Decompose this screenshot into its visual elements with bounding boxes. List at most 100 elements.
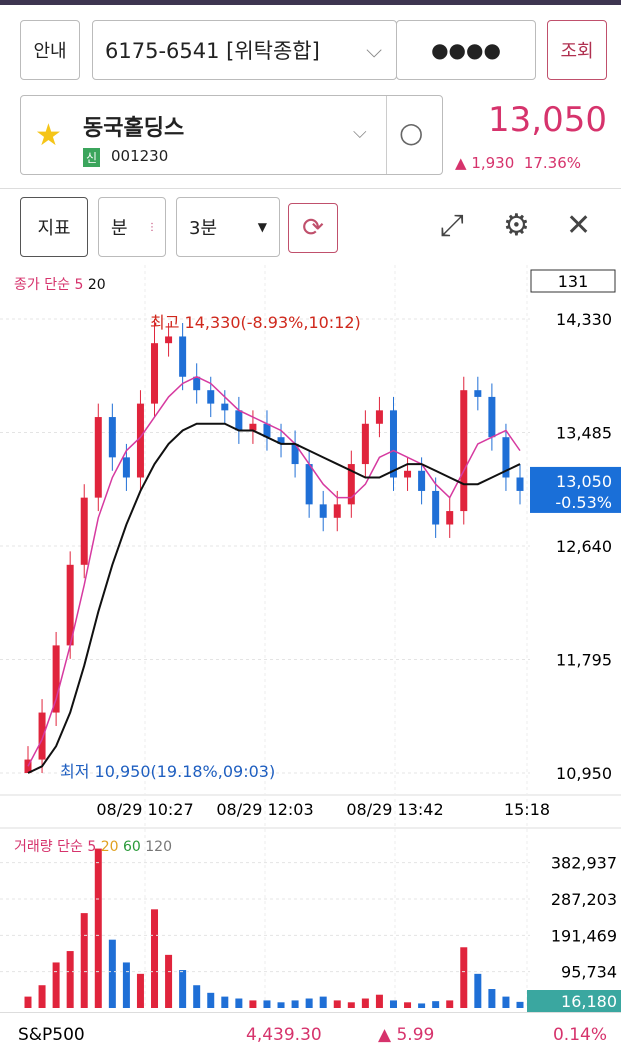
candle	[291, 443, 299, 465]
x-label: 15:18	[504, 800, 550, 819]
current-price: 13,050	[556, 472, 612, 491]
y-tick-label: 191,469	[551, 926, 617, 945]
candle	[277, 437, 285, 444]
legend-item: 거래량 단순	[14, 839, 83, 855]
volume-bar	[52, 962, 60, 1008]
settings-icon[interactable]: ⚙	[503, 208, 530, 243]
candle	[165, 336, 173, 344]
candle	[333, 504, 341, 518]
stock-select[interactable]: ★ 동국홀딩스 신 001230 ⌵ ○	[20, 95, 443, 175]
candle	[24, 759, 32, 773]
legend-item: 20	[88, 277, 106, 293]
ma-line	[27, 375, 521, 767]
candle	[361, 423, 369, 465]
volume-bar	[249, 1000, 257, 1008]
legend-item: 120	[145, 839, 172, 855]
volume-bar	[305, 998, 313, 1008]
volume-bar	[179, 970, 187, 1008]
volume-bar	[235, 998, 243, 1008]
legend-item: 60	[123, 839, 141, 855]
candle	[516, 477, 524, 491]
candle	[347, 464, 355, 505]
candle	[305, 464, 313, 505]
index-change-value: 5.99	[396, 1025, 435, 1045]
volume-bar	[38, 985, 46, 1008]
candle	[460, 390, 468, 512]
candle	[66, 564, 74, 646]
candle	[151, 343, 159, 404]
volume-bar	[263, 1000, 271, 1008]
volume-tag	[527, 990, 621, 1012]
y-tick-label: 12,640	[556, 537, 612, 556]
account: 6175-6541 [위탁종합]	[105, 39, 320, 63]
candle	[249, 423, 257, 431]
footer: S&P500 4,439.30 ▲ 5.99 0.14%	[0, 1012, 621, 1056]
candle	[446, 511, 454, 525]
candle	[319, 504, 327, 518]
volume-bar	[333, 1000, 341, 1008]
volume-bar	[404, 1002, 412, 1008]
period-type[interactable]: 분 ⋮	[98, 197, 166, 257]
high-label: 최고 14,330(-8.93%,10:12)	[150, 313, 361, 332]
candle	[474, 390, 482, 397]
y-tick-label: 11,795	[556, 651, 612, 670]
period-label: 3분	[189, 218, 218, 239]
low-label: 최저 10,950(19.18%,09:03)	[60, 762, 275, 781]
indicator-button[interactable]: 지표	[20, 197, 88, 257]
password[interactable]: ●●●●	[396, 20, 536, 80]
candle	[418, 470, 426, 491]
legend-item: 20	[101, 839, 119, 855]
dots: ⋮	[147, 221, 157, 233]
index-value: 4,439.30	[246, 1025, 322, 1045]
volume-bar	[108, 939, 116, 1008]
volume-bar	[375, 994, 383, 1008]
candle	[389, 410, 397, 478]
ma-line	[27, 422, 521, 774]
volume-bar	[347, 1002, 355, 1008]
legend-item: 5	[74, 277, 83, 293]
star[interactable]: ★	[35, 118, 62, 153]
expand-icon[interactable]: ⤢	[440, 208, 464, 243]
search-icon[interactable]: ○	[399, 116, 424, 149]
volume-bar	[80, 913, 88, 1008]
volume-bar	[361, 998, 369, 1008]
candle	[122, 457, 130, 478]
legend: 종가 단순 5 20	[14, 277, 106, 293]
volume-bar	[277, 1002, 285, 1008]
candle	[136, 403, 144, 478]
volume-bar	[122, 962, 130, 1008]
y-tick-label: 382,937	[551, 854, 617, 873]
index-name: S&P500	[18, 1025, 85, 1045]
refresh-button[interactable]: ⟳	[288, 203, 338, 253]
volume-bar	[193, 985, 201, 1008]
candle	[404, 470, 412, 478]
volume-bar	[221, 996, 229, 1008]
period-type-label: 분	[111, 218, 128, 239]
guide-button[interactable]: 안내	[20, 20, 80, 80]
candle	[179, 336, 187, 377]
change-pct: 17.36%	[523, 154, 582, 172]
candle	[38, 712, 46, 760]
y-tick-label: 13,485	[556, 424, 612, 443]
query-button[interactable]: 조회	[547, 20, 607, 80]
period-select[interactable]: 3분 ▼	[176, 197, 280, 257]
box-value-frame	[530, 269, 616, 293]
volume-bar	[502, 996, 510, 1008]
change-value: 1,930	[471, 154, 515, 172]
candle	[502, 437, 510, 478]
chevron: ⌵	[366, 37, 382, 62]
candle	[488, 396, 496, 438]
stock-name: 동국홀딩스	[83, 116, 185, 141]
account-select[interactable]: 6175-6541 [위탁종합] ⌵	[92, 20, 397, 80]
current-tag	[530, 466, 621, 513]
volume-bar	[151, 909, 159, 1008]
candle	[108, 417, 116, 458]
candle	[263, 423, 271, 438]
x-label: 08/29 13:42	[346, 800, 443, 819]
y-tick-label: 287,203	[551, 890, 617, 909]
price: 13,050	[488, 100, 607, 140]
tools-icon[interactable]: ✕	[566, 208, 592, 243]
y-tick-label: 95,734	[561, 963, 617, 982]
candle	[375, 410, 383, 424]
volume-bar	[165, 954, 173, 1008]
